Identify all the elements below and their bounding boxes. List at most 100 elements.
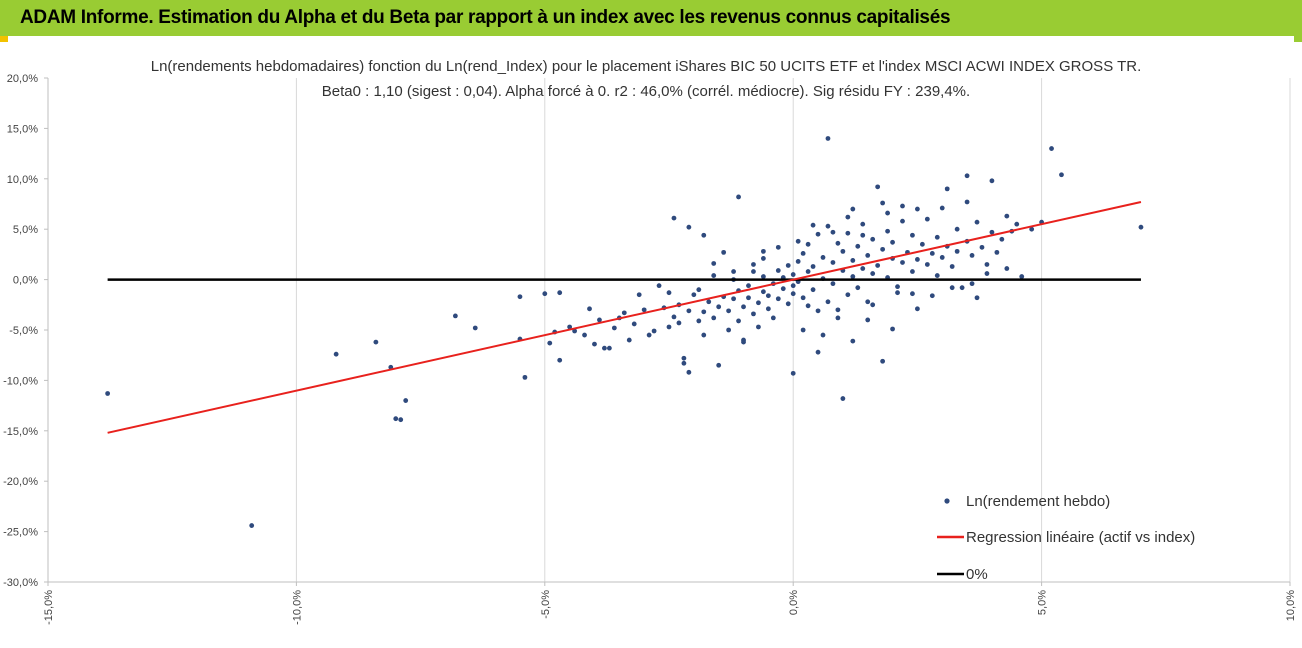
scatter-point [1029,226,1035,232]
y-tick-label: 15,0% [7,123,38,135]
scatter-point [582,332,587,338]
scatter-point [875,184,881,190]
scatter-point [860,266,866,271]
scatter-point [472,325,478,331]
scatter-point [701,309,707,315]
scatter-point [845,292,851,298]
scatter-point [885,228,890,234]
scatter-point [741,304,746,310]
scatter-point [870,236,876,242]
scatter-point [696,318,702,324]
scatter-point [979,244,985,250]
scatter-point [939,205,945,211]
x-tick-label: 0,0% [788,590,800,615]
chart-legend: Ln(rendement hebdo) Regression linéaire … [937,493,1195,583]
scatter-point [840,248,846,254]
scatter-point [860,221,866,227]
legend-label-scatter: Ln(rendement hebdo) [966,493,1110,510]
scatter-point [880,358,886,364]
scatter-point [810,264,816,269]
scatter-point [845,214,851,220]
scatter-chart: 20,0% 15,0% 10,0% 5,0% 0,0% -5,0% -10,0% -15,0%… [3,58,1297,625]
scatter-point [934,234,940,240]
scatter-point [929,250,935,256]
scatter-point [756,300,761,306]
scatter-point [805,241,811,247]
scatter-point [398,417,404,423]
scatter-point [681,360,687,366]
scatter-point [934,273,940,278]
scatter-point [1019,274,1025,279]
scatter-point [686,369,692,375]
y-tick-label: -5,0% [9,325,38,337]
scatter-point [964,173,970,179]
scatter-point [731,269,736,274]
scatter-point [890,239,895,245]
scatter-point [1004,266,1010,271]
scatter-point [656,283,662,289]
scatter-point [835,240,841,246]
scatter-point [969,253,975,258]
scatter-point [522,374,528,380]
scatter-point [696,287,702,293]
scatter-point [1014,221,1020,227]
y-tick-label: 5,0% [13,224,38,236]
scatter-point [910,269,915,274]
scatter-point [870,302,876,308]
scatter-point [860,232,866,238]
scatter-point [790,283,796,289]
scatter-point [751,269,756,274]
x-tick-label: -5,0% [540,590,552,619]
scatter-point [954,248,960,254]
scatter-point [790,272,796,277]
scatter-point [939,255,945,260]
scatter-point [785,301,791,307]
scatter-point [760,248,766,254]
scatter-point [567,324,573,330]
scatter-point [885,210,890,216]
x-tick-label: -10,0% [291,590,303,625]
scatter-point [641,307,647,313]
scatter-point [870,271,876,276]
scatter-point [542,291,548,297]
scatter-point [959,285,965,291]
scatter-point [775,268,781,273]
scatter-point [611,325,617,331]
scatter-point [974,295,980,301]
scatter-point [731,296,736,302]
chart-title: Ln(rendements hebdomadaires) fonction du… [151,58,1142,75]
scatter-point [815,231,821,237]
scatter-point [706,299,712,305]
scatter-point [631,321,637,327]
scatter-point [557,290,563,296]
scatter-point [929,293,935,299]
scatter-points [105,136,1144,528]
scatter-point [800,295,806,301]
scatter-point [795,238,801,244]
scatter-point [810,222,816,228]
scatter-point [691,292,697,298]
scatter-point [701,232,707,238]
scatter-point [721,249,727,255]
scatter-point [800,327,806,333]
grid-lines [295,78,1291,582]
scatter-point [572,328,578,334]
scatter-point [666,290,672,296]
scatter-point [865,299,871,305]
scatter-point [915,206,920,212]
scatter-point [716,304,722,310]
scatter-point [845,230,851,236]
scatter-point [1049,146,1054,151]
scatter-point [686,308,692,314]
scatter-point [686,224,692,230]
scatter-point [895,290,900,296]
scatter-point [850,274,856,279]
scatter-point [711,273,717,278]
scatter-point [820,255,826,260]
scatter-point [875,263,881,268]
y-tick-label: -10,0% [3,375,38,387]
regression-line [107,201,1142,434]
scatter-point [999,236,1005,242]
scatter-point [403,398,409,403]
scatter-point [547,340,553,346]
